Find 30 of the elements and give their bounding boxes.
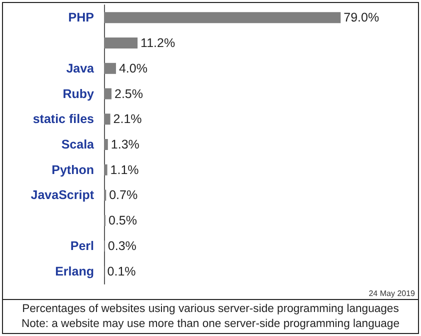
data-label: 11.2% [140,36,176,50]
data-label: 1.3% [110,138,140,152]
y-tick-label: PHP [68,10,94,25]
bar [104,62,116,74]
y-tick-label: Ruby [62,86,94,101]
data-label: 0.3% [108,238,136,253]
y-tick-label: Scala [61,138,96,152]
bar [104,38,138,49]
data-label: 0.7% [109,188,138,202]
data-label: 2.5% [114,86,143,101]
bar [104,88,112,100]
y-tick-label: Java [66,61,96,76]
text: Percentages of websites using various server-side programming languages [21,302,400,317]
bar [104,164,108,176]
data-label: 79.0% [344,10,380,25]
y-tick-label: Perl [70,238,94,253]
text: 24 May 2019 [368,289,415,298]
data-label: 4.0% [118,61,148,76]
y-tick-label: Python [52,162,94,177]
y-tick-label: Erlang [55,264,94,278]
text: Note: a website may use more than one server-side programming language [20,317,400,332]
bar [104,139,108,150]
bar [104,12,341,24]
data-label: 0.1% [107,264,136,278]
data-label: 2.1% [113,112,142,126]
y-tick-label: JavaScript [30,188,95,202]
bar [104,114,110,125]
data-label: 0.5% [108,214,137,228]
data-label: 1.1% [110,162,139,177]
y-tick-label: static files [32,112,94,126]
